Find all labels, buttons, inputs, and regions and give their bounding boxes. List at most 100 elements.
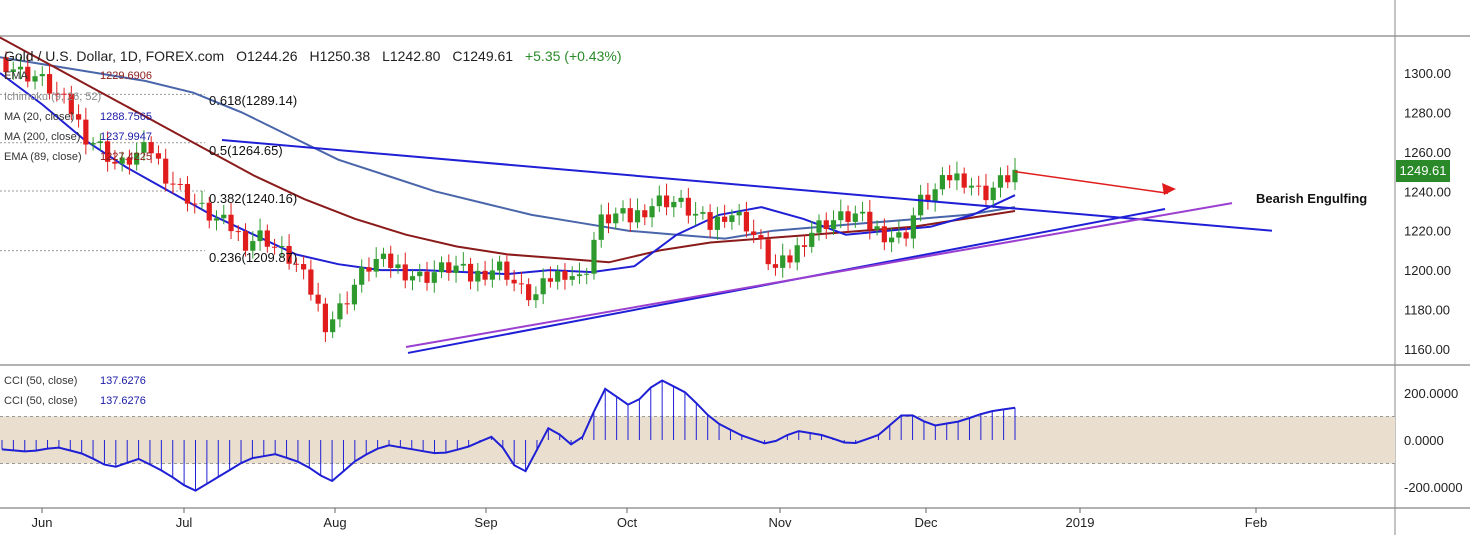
candle-body: [656, 195, 662, 207]
candle-body: [722, 216, 728, 222]
candle-body: [576, 274, 583, 277]
candle-body: [642, 210, 648, 218]
candle-body: [605, 214, 612, 224]
ichimoku-legend[interactable]: Ichimoku (9, 26, 52): [4, 91, 101, 103]
candle-body: [845, 211, 851, 222]
candle-body: [293, 263, 299, 265]
candle-body: [801, 245, 808, 247]
candle-body: [671, 201, 677, 208]
ma20-label: MA (20, close): [4, 111, 75, 123]
candle-body: [141, 142, 147, 153]
candle-body: [126, 157, 133, 165]
price-tick-label: 1280.00: [1404, 105, 1451, 120]
ema-label: EMA: [4, 70, 28, 82]
candle-body: [693, 213, 699, 216]
candle-body: [482, 270, 488, 280]
candle-body: [823, 220, 829, 230]
candle-body: [279, 245, 285, 247]
axes: 1160.00 1180.00 1200.00 1220.00 1240.00 1260.…: [32, 66, 1463, 530]
candle-body: [112, 161, 118, 164]
candle-body: [75, 114, 82, 120]
candle-body: [221, 214, 227, 219]
candle-body: [286, 245, 292, 264]
candle-body: [620, 208, 626, 214]
candle-body: [838, 211, 844, 221]
candle-body: [765, 239, 771, 265]
ema89-label: EMA (89, close): [4, 151, 82, 163]
candle-body: [228, 214, 234, 232]
candle-body: [409, 276, 416, 281]
time-tick-label: Dec: [914, 515, 938, 530]
close-value: C1249.61: [452, 48, 514, 64]
candle-body: [947, 175, 953, 181]
candle-body: [61, 93, 67, 95]
candle-body: [184, 184, 191, 204]
candle-body: [736, 211, 742, 216]
time-tick-label: Aug: [323, 515, 346, 530]
candle-body: [359, 267, 365, 285]
candle-body: [489, 270, 495, 280]
candle-body: [497, 261, 503, 271]
price-tick-label: 1160.00: [1404, 342, 1450, 357]
candle-body: [177, 183, 183, 185]
candle-body: [438, 262, 445, 273]
cci1-legend[interactable]: CCI (50, close) 137.6276: [4, 375, 146, 387]
candle-body: [97, 141, 103, 144]
candle-body: [453, 265, 459, 273]
cci-band: [0, 416, 1395, 464]
candle-body: [46, 74, 53, 94]
candle-body: [932, 189, 938, 202]
ema89-value: 1227.4225: [100, 151, 152, 163]
symbol-header: Gold / U.S. Dollar, 1D, FOREX.com O1244.…: [4, 48, 629, 64]
candle-body: [591, 239, 597, 274]
candle-body: [10, 69, 16, 73]
candle-body: [540, 278, 546, 295]
candle-body: [467, 263, 474, 282]
candle-body: [780, 255, 786, 268]
candle-body: [351, 284, 358, 305]
candle-body: [918, 194, 924, 216]
candle-body: [308, 269, 314, 295]
cci-tick-label: 0.0000: [1404, 433, 1444, 448]
candle-body: [431, 272, 437, 283]
candle-body: [649, 206, 655, 218]
candle-body: [90, 143, 96, 145]
ema89-legend[interactable]: EMA (89, close) 1227.4225: [4, 151, 152, 163]
candle-body: [518, 283, 524, 285]
candle-body: [344, 303, 350, 305]
candle-body: [903, 232, 909, 239]
candle-body: [787, 255, 793, 263]
candle-body: [925, 194, 931, 202]
candle-body: [896, 232, 902, 238]
candle-body: [170, 183, 176, 185]
candle-body: [475, 270, 481, 282]
high-value: H1250.38: [309, 48, 371, 64]
candle-body: [68, 93, 74, 115]
candle-body: [939, 175, 946, 190]
cci-series: [1, 379, 1016, 492]
candle-body: [997, 175, 1004, 188]
candle-body: [257, 230, 263, 242]
candle-body: [213, 218, 220, 221]
candle-body: [910, 215, 916, 239]
candle-body: [424, 271, 430, 283]
fib-level-05: 0.5(1264.65): [209, 143, 283, 158]
candle-body: [968, 185, 975, 188]
cci2-legend[interactable]: CCI (50, close) 137.6276: [4, 395, 146, 407]
candle-body: [17, 66, 24, 70]
candle-body: [888, 237, 895, 243]
change-value: +5.35 (+0.43%): [524, 48, 622, 64]
ma200-legend[interactable]: MA (200, close) 1237.9947: [4, 131, 152, 143]
cci2-label: CCI (50, close): [4, 395, 78, 407]
ema-legend[interactable]: EMA 1229.6906: [4, 70, 152, 82]
candle-body: [83, 119, 89, 145]
fib-level-0382: 0.382(1240.16): [209, 191, 298, 206]
candle-body: [881, 226, 887, 243]
candle-body: [148, 142, 154, 154]
candle-body: [250, 241, 256, 251]
low-value: L1242.80: [382, 48, 441, 64]
candle-body: [976, 185, 982, 187]
candle-body: [526, 284, 532, 301]
ma20-legend[interactable]: MA (20, close) 1288.7565: [4, 111, 152, 123]
